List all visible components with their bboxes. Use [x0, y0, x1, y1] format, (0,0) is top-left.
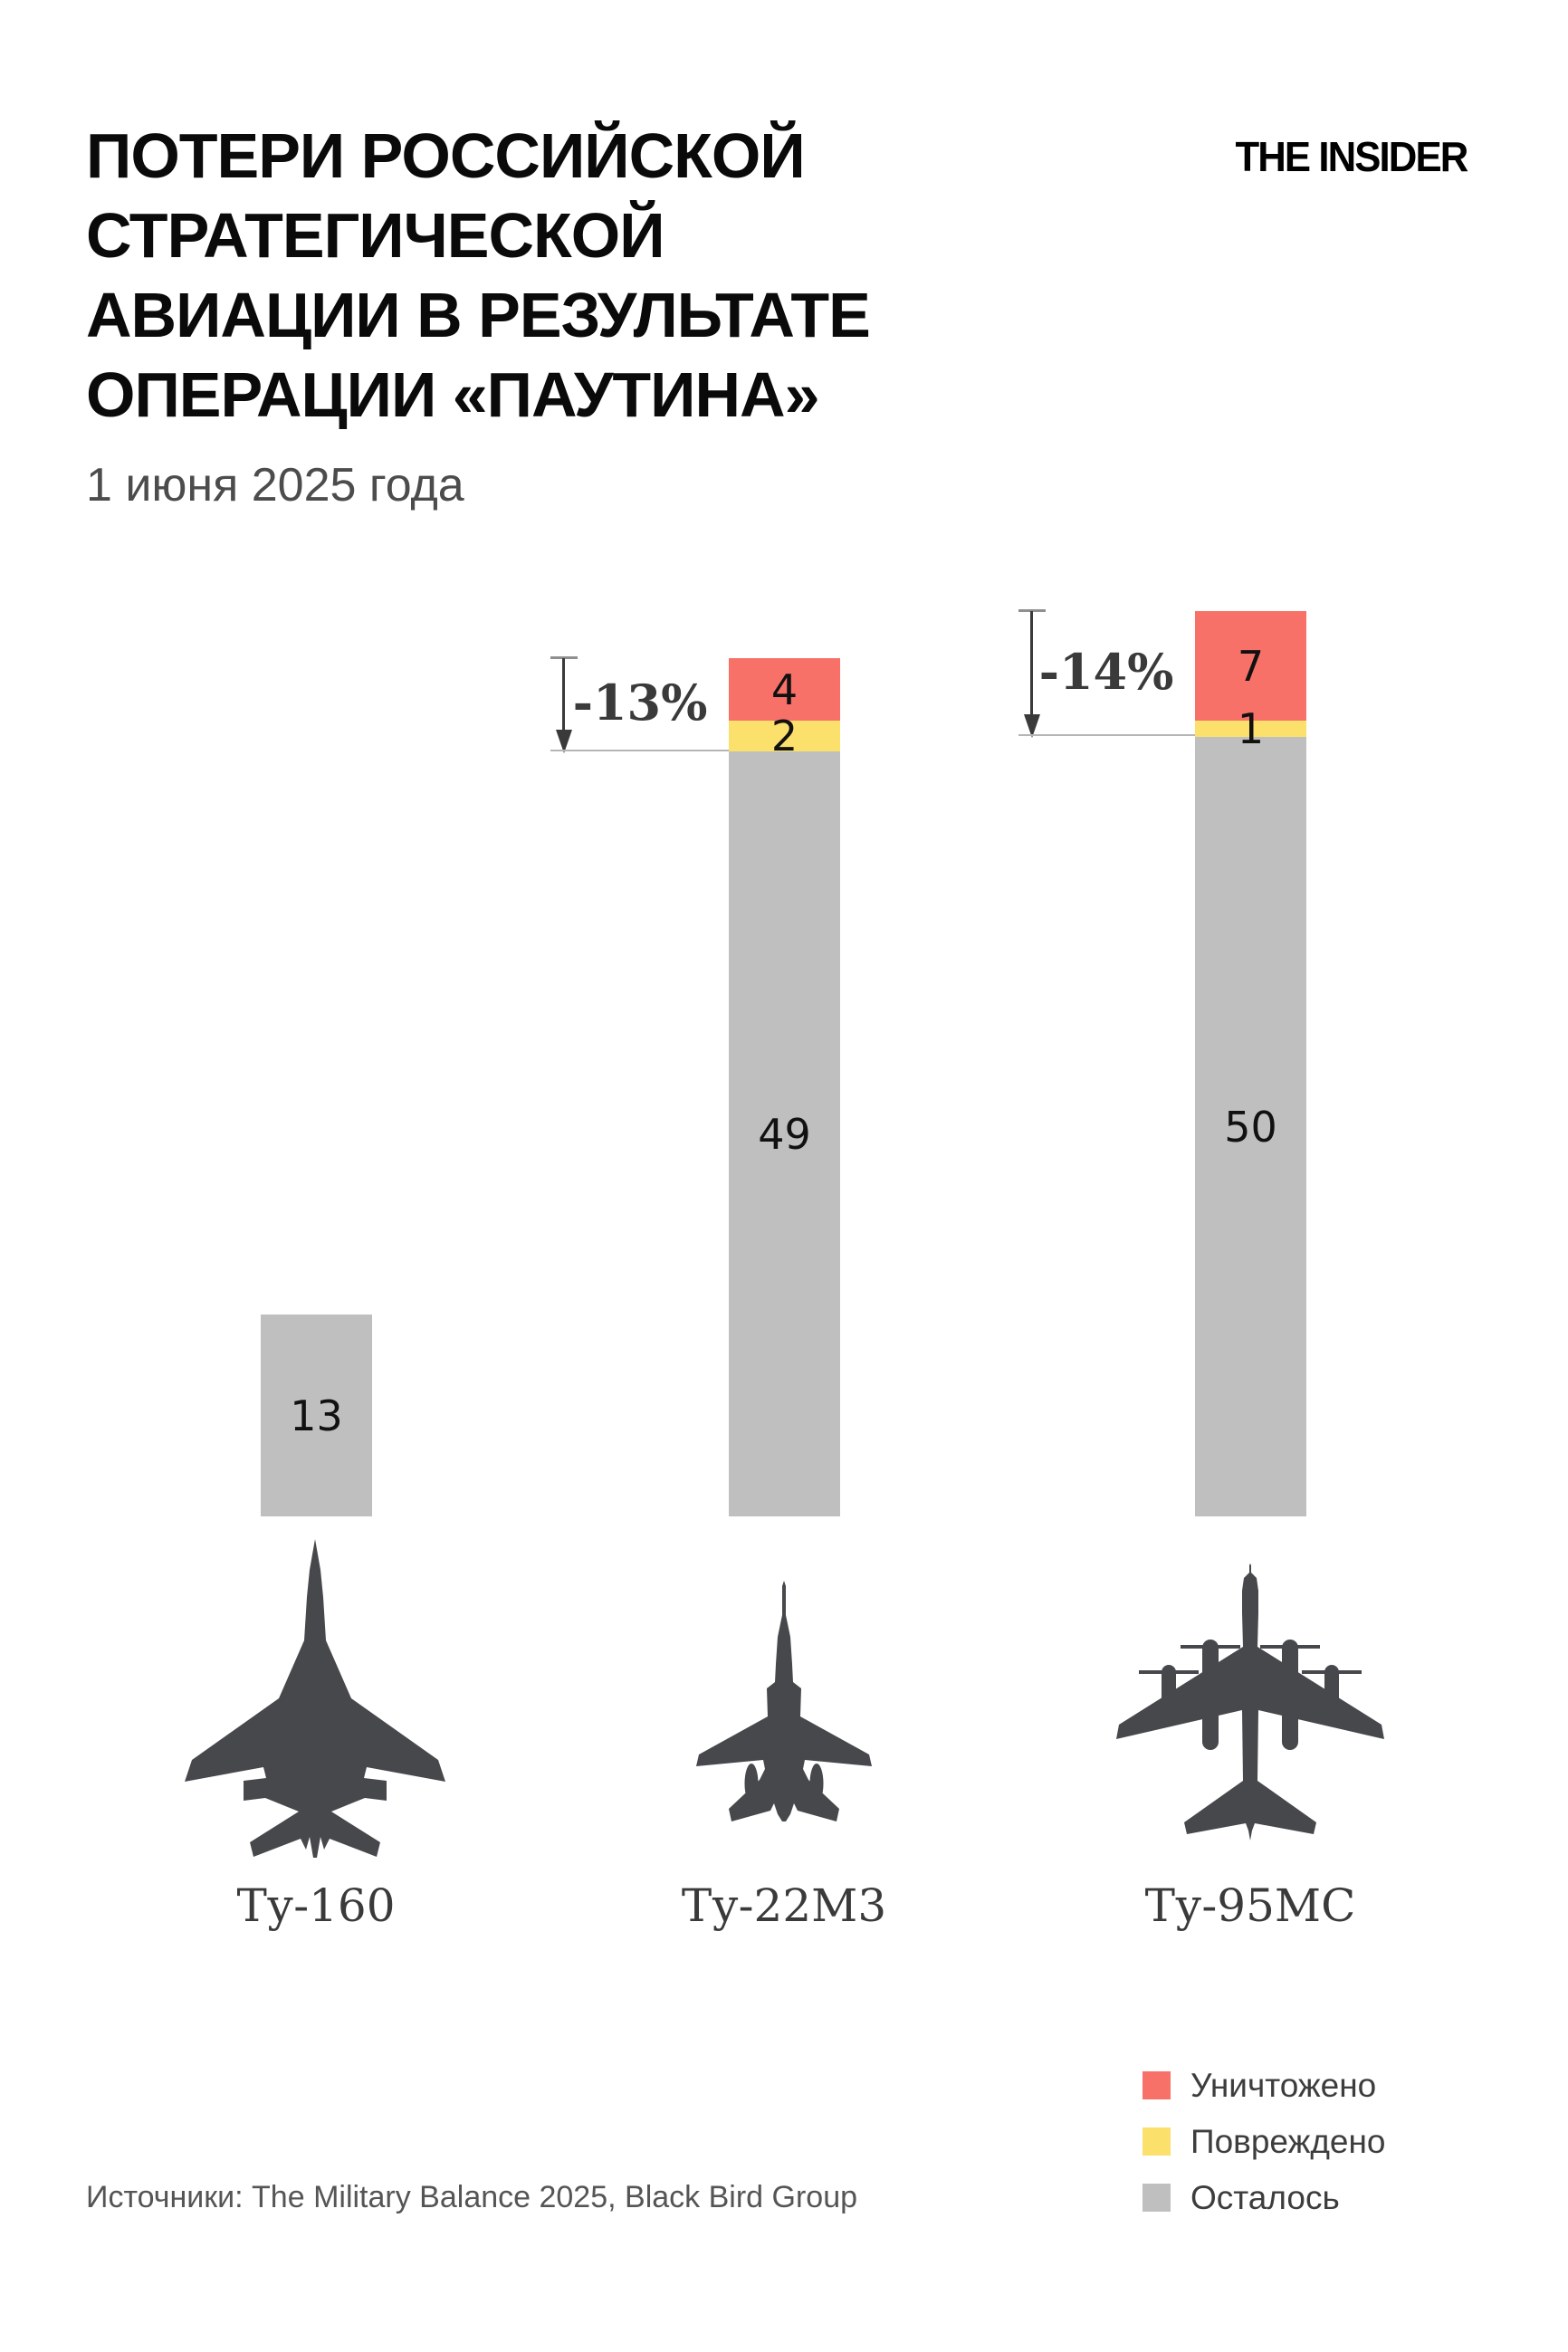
legend-item-damaged: Повреждено — [1143, 2123, 1386, 2160]
tu160-category-label: Ту-160 — [236, 1879, 396, 1932]
remaining-swatch-icon — [1143, 2184, 1171, 2212]
tu22m3-destroyed-value: 4 — [770, 664, 798, 714]
tu95ms-damaged-segment: 1 — [1195, 704, 1306, 753]
tu22m3-destroyed-segment: 4 — [729, 658, 840, 721]
tu-22m3-silhouette-icon — [684, 1581, 884, 1823]
tu95ms-damaged-value: 1 — [1237, 704, 1265, 753]
the-insider-logo: THE INSIDER — [1235, 133, 1468, 180]
tu95ms-category-label: Ту-95МС — [1144, 1879, 1356, 1932]
tu22m3-remaining-value: 49 — [758, 1109, 811, 1159]
tu160-remaining-segment: 13 — [261, 1315, 372, 1516]
legend-label-remaining: Осталось — [1190, 2179, 1340, 2216]
legend-label-damaged: Повреждено — [1190, 2123, 1386, 2160]
tu-95ms-silhouette-icon — [1110, 1563, 1391, 1840]
tu22m3-drop-arrow-line — [562, 658, 565, 733]
tu22m3-damaged-value: 2 — [770, 712, 798, 760]
tu95ms-drop-arrow-line — [1030, 611, 1033, 718]
tu95ms-destroyed-segment: 7 — [1195, 611, 1306, 721]
tu22m3-category-label: Ту-22М3 — [681, 1879, 887, 1932]
tu22m3-remaining-segment: 49 — [729, 751, 840, 1516]
tu95ms-percent-label: -14% — [1038, 643, 1174, 701]
legend-label-destroyed: Уничтожено — [1190, 2067, 1377, 2104]
tu22m3-drop-top-tick — [550, 656, 578, 659]
source-note: Источники: The Military Balance 2025, Bl… — [86, 2180, 858, 2214]
legend: Уничтожено Повреждено Осталось — [1143, 2067, 1386, 2240]
tu95ms-remaining-segment: 50 — [1195, 737, 1306, 1516]
tu22m3-damaged-segment: 2 — [729, 712, 840, 760]
tu22m3-percent-label: -13% — [572, 674, 708, 731]
destroyed-swatch-icon — [1143, 2071, 1171, 2099]
tu-160-silhouette-icon — [152, 1539, 478, 1858]
legend-item-destroyed: Уничтожено — [1143, 2067, 1386, 2104]
tu95ms-destroyed-value: 7 — [1237, 641, 1265, 691]
tu22m3-drop-baseline — [550, 750, 729, 751]
tu95ms-remaining-value: 50 — [1224, 1102, 1277, 1152]
damaged-swatch-icon — [1143, 2127, 1171, 2156]
tu95ms-drop-baseline — [1018, 734, 1195, 736]
page-title: ПОТЕРИ РОССИЙСКОЙ СТРАТЕГИЧЕСКОЙ АВИАЦИИ… — [86, 120, 871, 430]
legend-item-remaining: Осталось — [1143, 2179, 1386, 2216]
tu160-remaining-value: 13 — [290, 1391, 343, 1440]
tu95ms-drop-arrowhead-icon — [1024, 714, 1040, 738]
date-subtitle: 1 июня 2025 года — [86, 459, 464, 512]
tu22m3-drop-arrowhead-icon — [556, 730, 572, 753]
tu95ms-drop-top-tick — [1018, 609, 1046, 612]
